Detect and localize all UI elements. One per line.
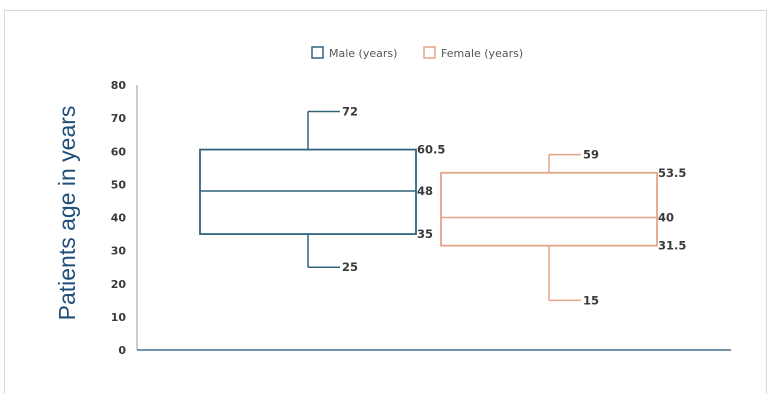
data-label-median: 40: [658, 211, 674, 225]
data-label-q3: 53.5: [658, 166, 686, 180]
data-label-median: 48: [417, 184, 433, 198]
box-plot-series: 72 25 60.5 48 35 59 15 53.5 40 31.5: [199, 105, 686, 307]
y-tick-label: 60: [111, 145, 127, 158]
y-tick-label: 0: [118, 344, 126, 357]
iqr-box: [440, 171, 658, 247]
legend-swatch-female: [423, 46, 436, 59]
frame-border-top: [4, 10, 767, 11]
data-label-min: 15: [583, 293, 599, 307]
data-label-max: 72: [342, 105, 358, 119]
y-tick-label: 10: [111, 311, 127, 324]
y-tick-label: 80: [111, 79, 127, 92]
y-axis-ticks: 0 10 20 30 40 50 60 70 80: [111, 79, 127, 357]
y-tick-label: 70: [111, 112, 127, 125]
data-label-min: 25: [342, 260, 358, 274]
data-label-q3: 60.5: [417, 143, 445, 157]
legend-label-male: Male (years): [329, 47, 397, 60]
y-tick-label: 40: [111, 212, 127, 225]
frame-border-left: [4, 10, 5, 394]
legend-swatch-male: [311, 46, 324, 59]
box-male: 72 25 60.5 48 35: [199, 105, 445, 274]
data-label-max: 59: [583, 148, 599, 162]
legend-label-female: Female (years): [441, 47, 523, 60]
y-axis-label: Patients age in years: [54, 106, 80, 321]
data-label-q1: 31.5: [658, 239, 686, 253]
data-label-q1: 35: [417, 227, 433, 241]
iqr-box: [199, 148, 417, 235]
y-tick-label: 30: [111, 245, 127, 258]
y-tick-label: 50: [111, 178, 127, 191]
box-female: 59 15 53.5 40 31.5: [440, 148, 686, 307]
legend: Male (years) Female (years): [311, 46, 523, 60]
y-tick-label: 20: [111, 278, 127, 291]
